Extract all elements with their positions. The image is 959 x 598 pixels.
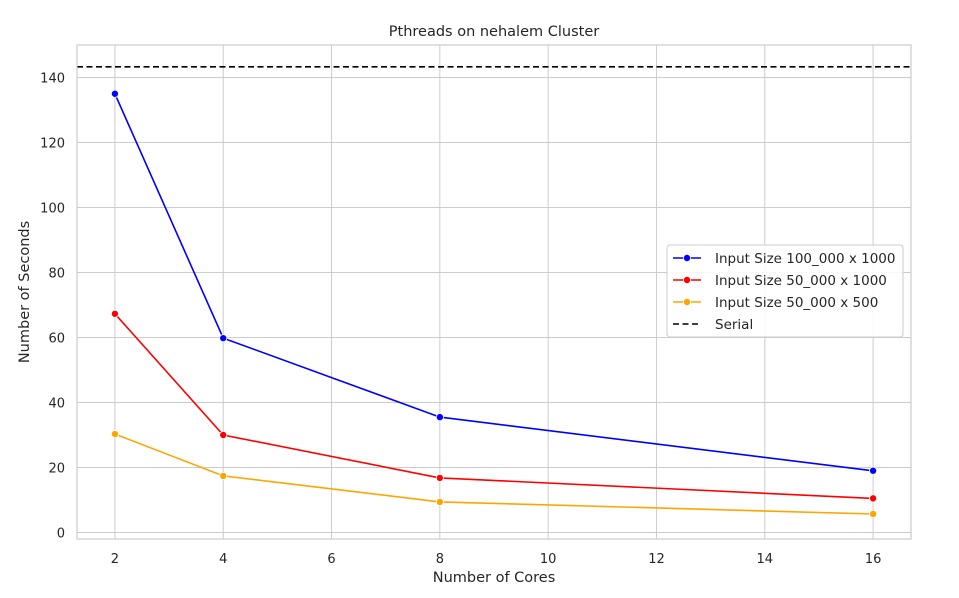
series-line-1 — [114, 93, 874, 472]
series-lines — [110, 89, 878, 518]
y-tick-label: 100 — [40, 202, 65, 217]
legend-marker — [683, 275, 692, 284]
plot-frame — [76, 44, 912, 540]
x-tick-label: 4 — [219, 552, 227, 567]
x-tick-label: 14 — [757, 552, 774, 567]
data-point — [869, 494, 878, 503]
y-axis-label: Number of Seconds — [17, 221, 33, 363]
legend-label: Serial — [715, 317, 753, 333]
data-point — [110, 430, 119, 439]
x-tick-label: 10 — [540, 552, 557, 567]
x-tick-label: 16 — [865, 552, 882, 567]
x-tick-label: 12 — [648, 552, 665, 567]
y-tick-label: 60 — [48, 332, 65, 347]
series-line-2 — [114, 313, 874, 500]
tick-labels: 2 4 6 8 10 12 14 16 0 20 40 60 80 100 120 140 — [40, 72, 881, 568]
legend: Input Size 100_000 x 1000 Input Size 50_0… — [666, 244, 904, 338]
data-point — [219, 471, 228, 480]
data-point — [219, 334, 228, 343]
legend-box — [666, 244, 904, 338]
y-tick-label: 120 — [40, 137, 65, 152]
y-tick-label: 40 — [48, 397, 65, 412]
y-tick-label: 0 — [57, 527, 65, 542]
y-tick-label: 140 — [40, 72, 65, 87]
x-tick-label: 2 — [111, 552, 119, 567]
x-tick-label: 6 — [327, 552, 335, 567]
legend-label: Input Size 100_000 x 1000 — [715, 251, 895, 267]
legend-label: Input Size 50_000 x 500 — [715, 295, 878, 311]
data-point — [435, 413, 444, 422]
data-point — [219, 430, 228, 439]
x-tick-label: 8 — [436, 552, 444, 567]
series-line-3 — [114, 433, 874, 515]
x-axis-label: Number of Cores — [433, 570, 556, 586]
data-point — [110, 89, 119, 98]
data-point — [435, 497, 444, 506]
data-point — [869, 509, 878, 518]
data-point — [435, 473, 444, 482]
chart-title: Pthreads on nehalem Cluster — [389, 24, 599, 40]
legend-label: Input Size 50_000 x 1000 — [715, 273, 887, 289]
y-tick-label: 80 — [48, 267, 65, 282]
legend-marker — [683, 297, 692, 306]
data-point — [110, 309, 119, 318]
y-tick-label: 20 — [48, 462, 65, 477]
legend-marker — [683, 253, 692, 262]
data-point — [869, 466, 878, 475]
